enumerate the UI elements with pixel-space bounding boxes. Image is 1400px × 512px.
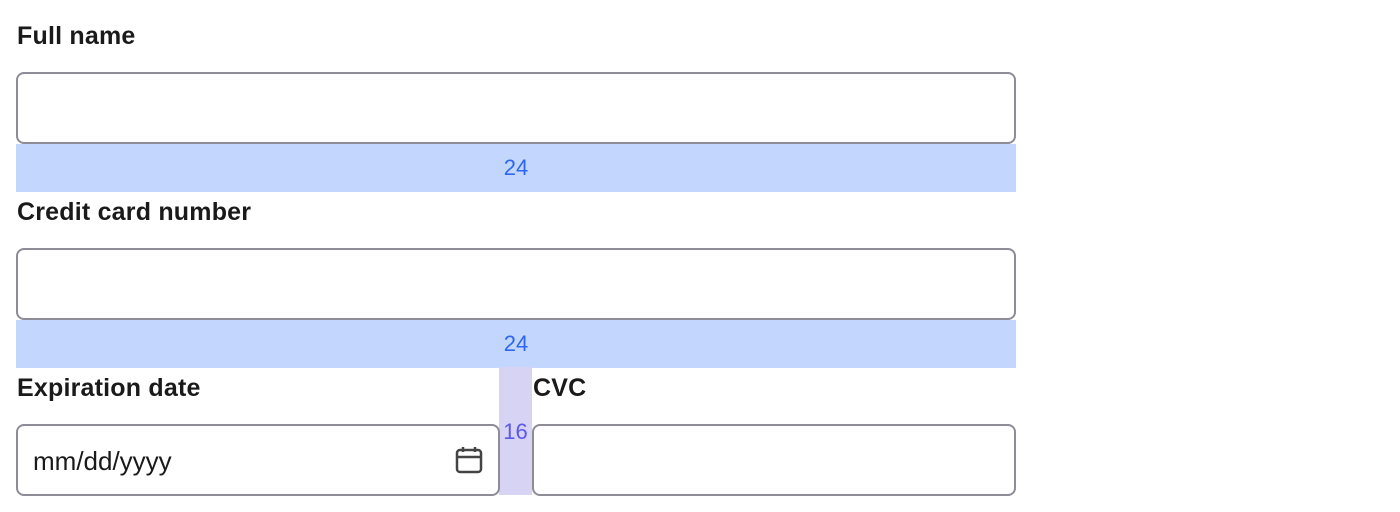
calendar-icon[interactable] (454, 445, 484, 475)
card-number-input[interactable] (16, 248, 1016, 320)
cvc-label: CVC (533, 374, 587, 402)
cvc-input[interactable] (532, 424, 1016, 496)
row-gap-indicator: 24 (16, 144, 1016, 192)
full-name-input[interactable] (16, 72, 1016, 144)
expiration-placeholder: mm/dd/yyyy (33, 446, 172, 476)
row-gap-indicator: 24 (16, 320, 1016, 368)
card-number-label: Credit card number (17, 198, 252, 226)
column-gap-indicator: 16 (499, 367, 532, 495)
full-name-label: Full name (17, 22, 136, 50)
expiration-label: Expiration date (17, 374, 201, 402)
expiration-date-input[interactable]: mm/dd/yyyy (16, 424, 500, 496)
